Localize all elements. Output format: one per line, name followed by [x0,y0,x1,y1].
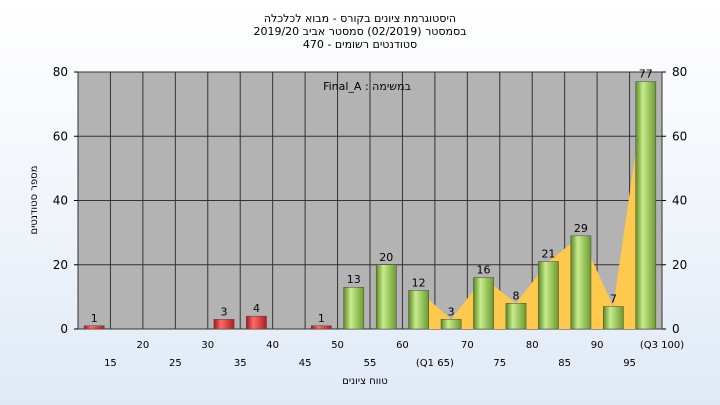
y-tick-label-left: 0 [60,322,68,336]
data-label-95: 7 [610,293,617,306]
x-tick-label: 55 [364,358,377,369]
y-tick-label-right: 0 [672,322,680,336]
y-tick-label-left: 80 [53,65,68,79]
x-tick-label: 30 [201,340,214,351]
data-label-(Q1 65): 12 [412,276,426,289]
y-axis-left: 0 20 40 60 80 [53,65,78,336]
x-tick-label: 90 [591,340,604,351]
y-tick-label-left: 20 [53,258,68,272]
x-tick-label: 60 [396,340,409,351]
x-tick-label: 40 [266,340,279,351]
x-tick-label: 70 [461,340,474,351]
data-label-80: 8 [513,289,520,302]
data-label-85: 21 [541,248,555,261]
x-tick-label: (Q3 100) [640,340,684,351]
data-label-75: 16 [477,264,491,277]
y-axis-label: מספר סטודנטים [29,166,40,235]
bar-90 [570,235,592,330]
x-tick-label: 35 [234,358,247,369]
x-tick-label: 95 [623,358,636,369]
bar-70 [440,319,462,330]
x-tick-label: 50 [331,340,344,351]
y-axis-right: 0 20 40 60 80 [662,65,687,336]
bar-(Q1 65) [408,290,429,330]
chart-title: היסטוגרמת ציונים בקורס - מבוא לכלכלה בסמ… [253,12,466,51]
y-tick-label-right: 80 [672,65,687,79]
bar-80 [505,303,527,330]
bar-85 [538,261,559,330]
x-tick-label: 25 [169,358,182,369]
data-label-35: 3 [221,305,228,318]
data-label-60: 20 [379,251,393,264]
bar-15 [83,325,105,330]
bar-75 [473,277,494,330]
x-tick-label: 45 [299,358,312,369]
y-tick-label-left: 40 [53,194,68,208]
bars [83,81,657,330]
data-label-55: 13 [347,273,361,286]
bar-55 [343,286,365,330]
y-tick-label-right: 60 [672,129,687,143]
x-tick-label: 15 [104,358,117,369]
x-tick-label: 75 [493,358,506,369]
title-line-2: בסמסטר (02/2019) סמסטר אביב 2019/20 [253,25,466,38]
bar-50 [311,325,332,330]
y-tick-label-left: 60 [53,129,68,143]
y-tick-label-right: 40 [672,194,687,208]
bar-40 [246,315,267,330]
data-label-50: 1 [318,312,325,325]
bar-35 [213,319,235,330]
bar-95 [603,306,624,330]
y-tick-label-right: 20 [672,258,687,272]
title-line-3: סטודנטים רשומים - 470 [303,38,417,51]
data-label-15: 1 [91,312,98,325]
x-tick-label: (Q1 65) [416,358,454,369]
bar-(Q3 100) [635,81,657,330]
bar-60 [375,264,397,330]
data-label-70: 3 [448,305,455,318]
title-line-1: היסטוגרמת ציונים בקורס - מבוא לכלכלה [264,12,456,25]
data-label-90: 29 [574,222,588,235]
task-annotation: במשימה : Final_A [323,80,411,93]
x-axis-label: טווח ציונים [342,376,387,387]
x-tick-label: 20 [137,340,150,351]
x-tick-label: 80 [526,340,539,351]
data-label-(Q3 100): 77 [639,68,653,81]
x-tick-label: 85 [558,358,571,369]
data-label-40: 4 [253,302,260,315]
x-axis: 15 20 25 30 35 40 45 50 55 60 (Q1 65) 70 75 80 85 90 95 (… [104,340,684,369]
